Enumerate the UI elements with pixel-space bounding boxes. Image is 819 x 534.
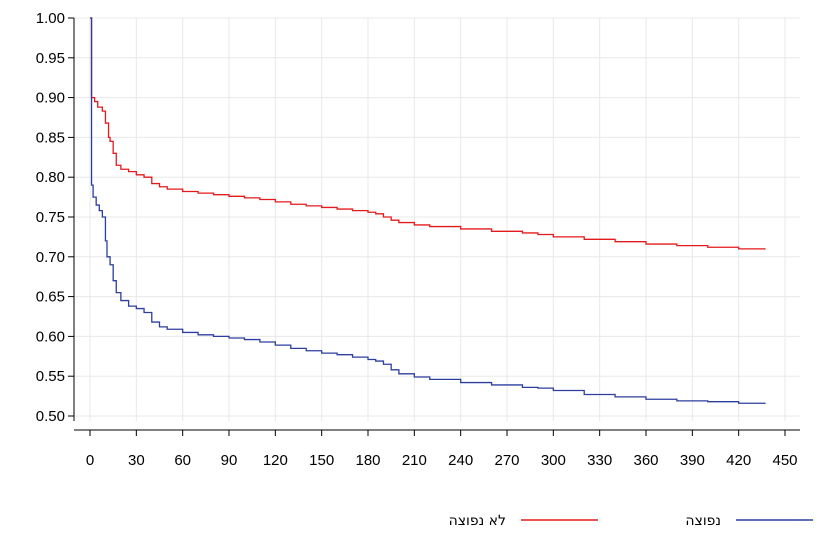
x-tick-label: 450 xyxy=(772,452,797,469)
x-tick-label: 120 xyxy=(263,452,288,469)
x-tick-label: 60 xyxy=(174,452,191,469)
x-tick-label: 90 xyxy=(221,452,238,469)
y-tick-label: 0.60 xyxy=(36,328,65,345)
x-tick-label: 300 xyxy=(541,452,566,469)
y-tick-label: 1.00 xyxy=(36,10,65,27)
y-tick-label: 0.80 xyxy=(36,169,65,186)
x-tick-label: 180 xyxy=(355,452,380,469)
y-tick-label: 0.75 xyxy=(36,209,65,226)
x-tick-label: 420 xyxy=(726,452,751,469)
grid xyxy=(74,17,800,421)
tick-labels: 0.50 0.55 0.60 0.65 0.70 0.75 0.80 0.85 0.90 0.95… xyxy=(36,10,798,469)
y-tick-label: 0.50 xyxy=(36,408,65,425)
x-tick-label: 210 xyxy=(402,452,427,469)
x-tick-label: 390 xyxy=(680,452,705,469)
x-tick-label: 240 xyxy=(448,452,473,469)
legend-label-2: נפוצה xyxy=(685,513,721,529)
x-tick-label: 360 xyxy=(633,452,658,469)
y-tick-label: 0.70 xyxy=(36,249,65,266)
x-tick-label: 270 xyxy=(494,452,519,469)
y-tick-label: 0.65 xyxy=(36,289,65,306)
axes xyxy=(68,17,800,436)
series-line-2 xyxy=(90,17,766,405)
x-tick-label: 0 xyxy=(86,452,94,469)
legend-label-1: לא נפוצה xyxy=(449,513,506,529)
series-lines xyxy=(90,17,766,405)
x-tick-label: 150 xyxy=(309,452,334,469)
y-tick-label: 0.95 xyxy=(36,50,65,67)
y-tick-label: 0.55 xyxy=(36,368,65,385)
x-tick-label: 30 xyxy=(128,452,145,469)
y-tick-label: 0.85 xyxy=(36,129,65,146)
series-line-1 xyxy=(90,17,766,250)
y-tick-label: 0.90 xyxy=(36,90,65,107)
x-tick-label: 330 xyxy=(587,452,612,469)
legend: לא נפוצה נפוצה xyxy=(449,513,813,529)
